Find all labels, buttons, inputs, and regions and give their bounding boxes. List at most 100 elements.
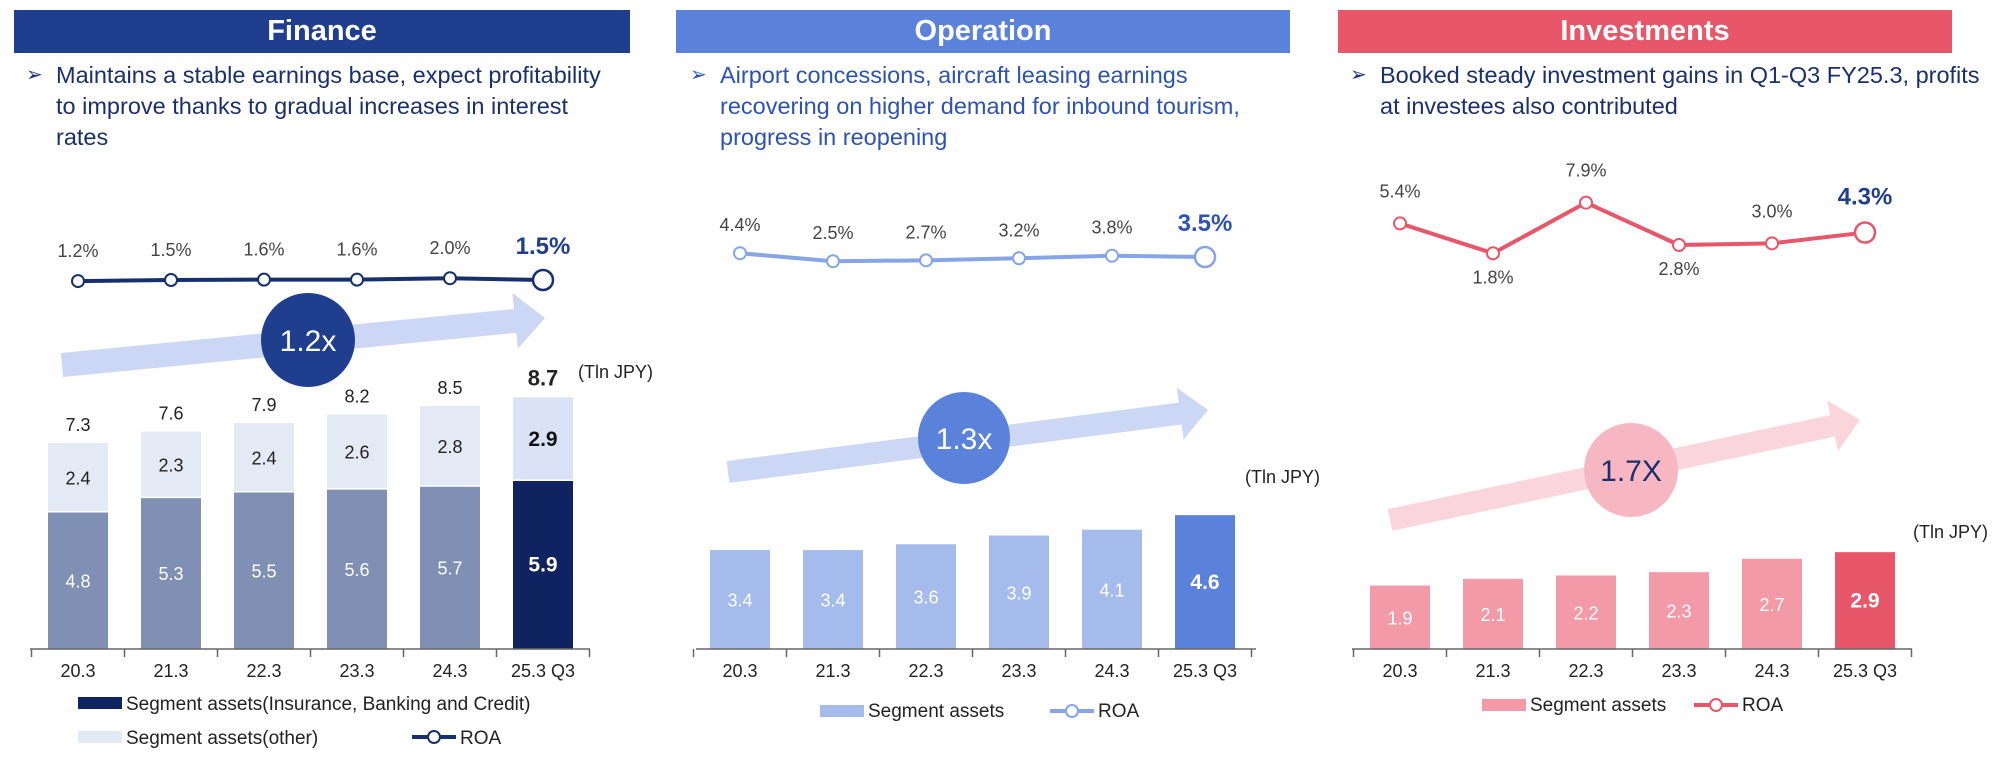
bar-segment-primary [1649,572,1709,649]
unit-label: (Tln JPY) [578,362,653,382]
bar-segment-primary [1742,558,1802,649]
roa-label: 2.8% [1658,259,1699,279]
roa-label: 2.5% [812,223,853,243]
bar-total-label: 7.6 [158,404,183,424]
bar-segment-other [48,443,108,512]
x-tick-label: 21.3 [153,661,188,681]
roa-label: 1.8% [1472,267,1513,287]
roa-line [77,276,544,284]
roa-marker [1765,236,1779,251]
bar-segment-primary [1835,552,1895,649]
roa-marker [919,253,933,268]
roa-label: 1.5% [516,233,571,260]
operation-header: Operation [676,10,1290,53]
roa-marker [826,254,840,269]
operation-panel: Operation ➢ Airport concessions, aircraf… [668,0,1320,770]
bar-segment-primary [327,488,387,649]
operation-chart: 1.3x 3.4 3.4 3.6 3.9 4.1 4.6 20.3 21.3 22.3 23.3 24… [692,210,1320,722]
bar-value-label: 2.1 [1480,605,1505,625]
legend-roa-marker [427,730,441,744]
growth-multiplier-label: 1.2x [280,325,337,358]
roa-label: 3.8% [1091,218,1132,238]
bar-segment-primary [710,550,770,649]
bar-segment-other [327,414,387,489]
bar-value-label: 2.3 [1666,602,1691,622]
investments-chart: 1.7X 1.9 2.1 2.2 2.3 2.7 2.9 20.3 21.3 22.3 23.3 24… [1352,161,1988,716]
x-tick-label: 22.3 [246,661,281,681]
roa-label: 3.2% [998,220,1039,240]
roa-marker [1672,238,1686,252]
roa-label: 1.6% [243,240,284,260]
finance-bullet: ➢ Maintains a stable earnings base, expe… [26,60,626,153]
bar-value-label-other: 2.8 [437,437,462,457]
roa-label: 1.5% [150,240,191,260]
roa-label: 7.9% [1565,161,1606,181]
roa-label: 4.3% [1838,184,1893,211]
bar-value-label: 1.9 [1387,608,1412,628]
legend-label-segment-assets: Segment assets [1530,695,1666,716]
bar-segment-other [420,405,480,486]
growth-multiplier-label: 1.7X [1600,455,1662,488]
bar-segment-primary [48,511,108,649]
bar-value-label: 5.9 [528,554,557,577]
bar-total-label: 7.9 [251,395,276,415]
legend-swatch-segment-assets [1482,699,1526,711]
x-tick-label: 21.3 [1475,661,1510,681]
x-tick-label: 20.3 [1382,661,1417,681]
bar-segment-primary [513,480,573,649]
bar-value-label: 4.6 [1190,571,1219,594]
x-tick-label: 23.3 [1661,661,1696,681]
finance-panel: Finance ➢ Maintains a stable earnings ba… [0,0,653,770]
roa-label: 2.7% [905,222,946,242]
legend-roa-marker [1709,698,1723,712]
bar-segment-primary [141,497,201,649]
investments-header: Investments [1338,10,1952,53]
roa-marker [1193,245,1217,269]
bar-value-label: 3.4 [727,591,752,611]
x-tick-label: 20.3 [722,661,757,681]
growth-bubble [918,392,1010,484]
roa-label: 3.0% [1751,201,1792,221]
finance-header: Finance [14,10,630,53]
roa-label: 2.0% [429,238,470,258]
bullet-arrow-icon: ➢ [1350,64,1367,86]
bar-segment-other [141,431,201,498]
bar-value-label: 3.4 [820,591,845,611]
bar-segment-primary [1082,529,1142,649]
bar-segment-primary [1556,575,1616,649]
roa-marker [1853,221,1877,244]
bar-segment-primary [803,550,863,649]
bar-segment-primary [1370,585,1430,649]
legend-label-insurance-banking: Segment assets(Insurance, Banking and Cr… [126,694,531,715]
bar-value-label-other: 2.6 [344,443,369,463]
bar-segment-primary [420,485,480,649]
roa-marker [71,274,85,289]
legend-swatch-insurance-banking [78,697,122,709]
bar-segment-primary [989,535,1049,649]
investments-panel: Investments ➢ Booked steady investment g… [1330,0,2000,770]
finance-bullet-text: Maintains a stable earnings base, expect… [56,62,601,150]
bullet-arrow-icon: ➢ [26,64,43,86]
roa-label: 5.4% [1379,181,1420,201]
bar-value-label-other: 2.3 [158,456,183,476]
bar-value-label: 4.8 [65,571,90,591]
investments-bullet: ➢ Booked steady investment gains in Q1-Q… [1350,60,1980,122]
bullet-arrow-icon: ➢ [690,64,707,86]
bar-segment-primary [234,491,294,649]
roa-marker [443,271,457,286]
bar-value-label: 5.7 [437,558,462,578]
bar-value-label-other: 2.4 [251,448,276,468]
roa-marker [531,268,555,292]
legend-label-other: Segment assets(other) [126,728,318,749]
roa-label: 1.6% [336,240,377,260]
roa-label: 1.2% [57,241,98,261]
growth-bubble [261,293,355,387]
bar-value-label: 4.1 [1099,580,1124,600]
legend-label-roa: ROA [1098,701,1140,722]
x-tick-label: 24.3 [432,661,467,681]
bar-total-label: 8.5 [437,378,462,398]
growth-bubble [1584,423,1678,517]
roa-marker [1579,195,1593,210]
x-tick-label: 20.3 [60,661,95,681]
bar-segment-other [513,397,573,481]
